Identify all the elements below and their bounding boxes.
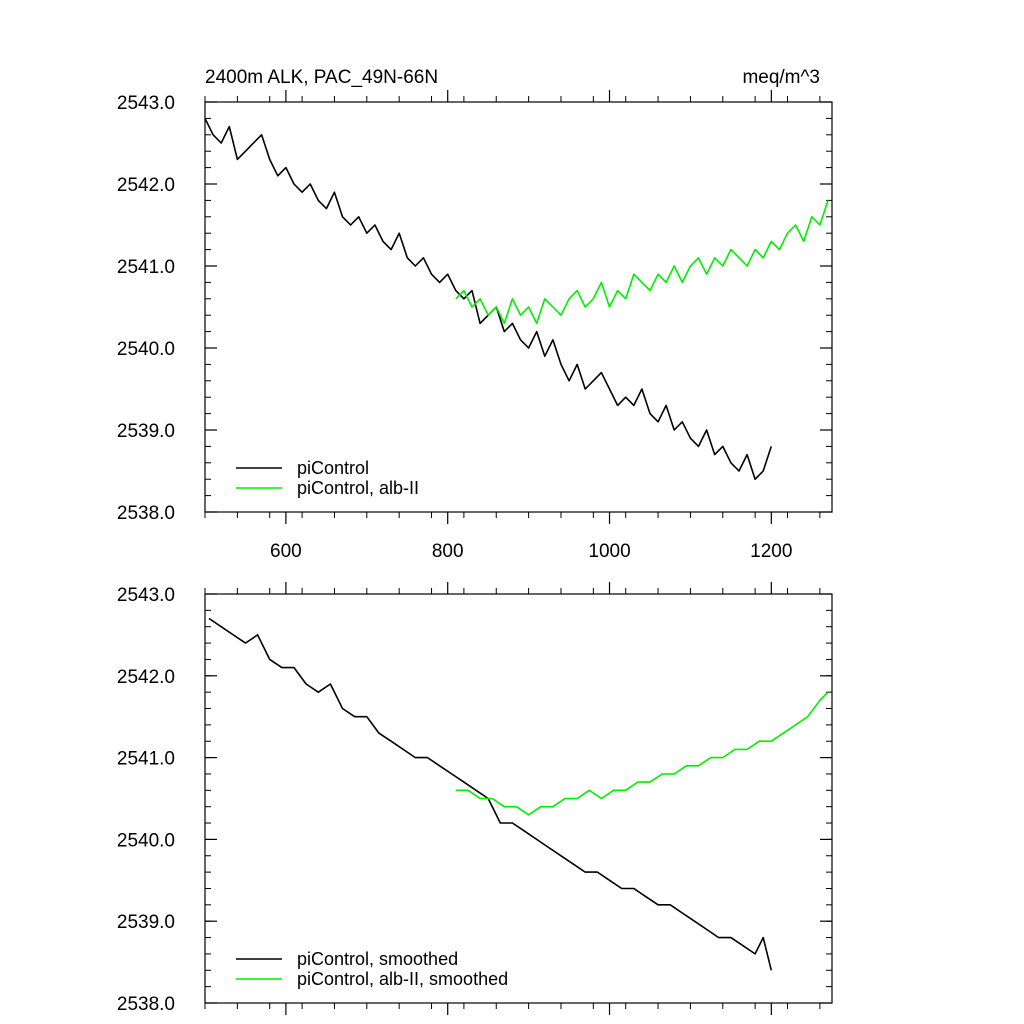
y-tick-label: 2539.0 bbox=[117, 421, 175, 442]
y-tick-label: 2540.0 bbox=[117, 339, 175, 360]
plot-frame bbox=[204, 593, 833, 1004]
panel-2: 2538.0 2539.0 2540.0 2541.0 2542.0 2543.0 piCo… bbox=[117, 582, 833, 1015]
legend-label: piControl bbox=[297, 458, 369, 478]
y-tick-label: 2538.0 bbox=[117, 994, 175, 1015]
y-tick-label: 2541.0 bbox=[117, 749, 175, 770]
x-tick-label: 1200 bbox=[750, 541, 792, 562]
y-tick-label: 2543.0 bbox=[117, 585, 175, 606]
legend-label: piControl, alb-II bbox=[297, 478, 419, 498]
y-tick-label: 2542.0 bbox=[117, 175, 175, 196]
chart-title: 2400m ALK, PAC_49N-66N bbox=[205, 67, 438, 88]
panel-1: 2538.0 2539.0 2540.0 2541.0 2542.0 2543.0 600 8… bbox=[117, 67, 833, 562]
x-tick-label: 600 bbox=[270, 541, 302, 562]
y-tick-label: 2540.0 bbox=[117, 830, 175, 851]
x-tick-label: 1000 bbox=[588, 541, 630, 562]
series-line-2 bbox=[455, 200, 829, 325]
series-line-1 bbox=[204, 118, 773, 481]
legend-label: piControl, smoothed bbox=[297, 949, 458, 969]
y-tick-label: 2542.0 bbox=[117, 667, 175, 688]
y-tick-label: 2541.0 bbox=[117, 257, 175, 278]
y-tick-label: 2539.0 bbox=[117, 912, 175, 933]
y-tick-label: 2538.0 bbox=[117, 503, 175, 524]
series-line-1 bbox=[208, 617, 773, 971]
plot-frame bbox=[204, 101, 833, 513]
y-tick-label: 2543.0 bbox=[117, 93, 175, 114]
units-label: meq/m^3 bbox=[742, 67, 820, 88]
legend-label: piControl, alb-II, smoothed bbox=[297, 969, 508, 989]
series-line-2 bbox=[455, 691, 829, 816]
x-tick-label: 800 bbox=[432, 541, 464, 562]
